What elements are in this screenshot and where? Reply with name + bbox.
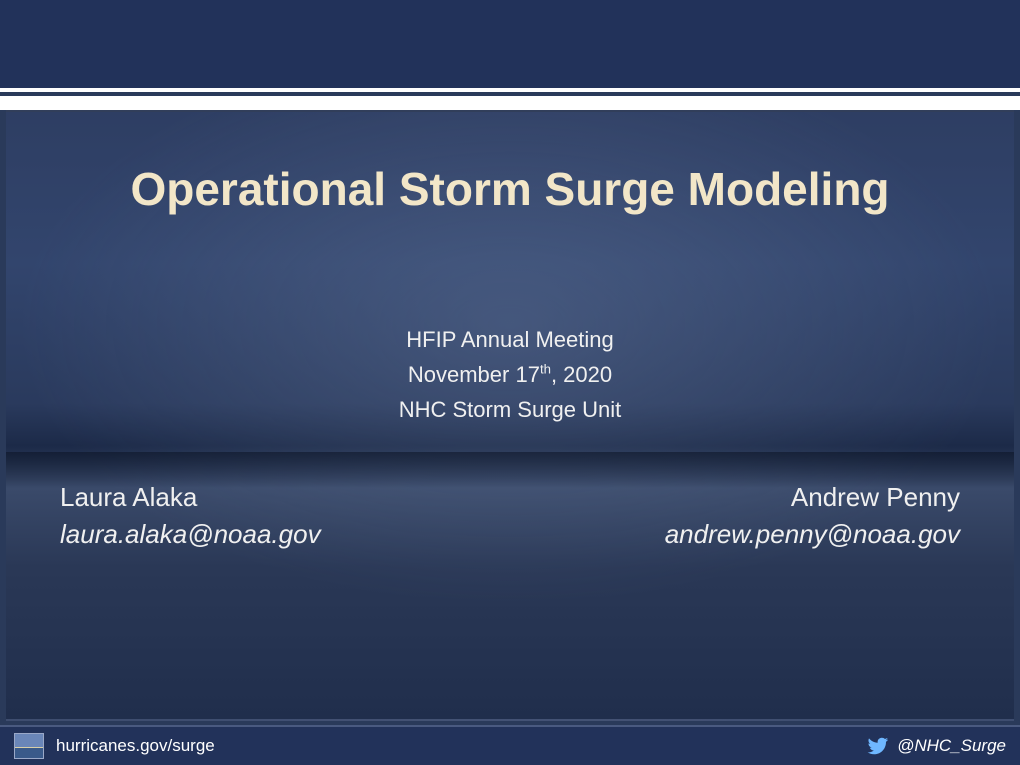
meeting-info: HFIP Annual Meeting November 17th, 2020 … — [6, 322, 1014, 428]
footer-left: hurricanes.gov/surge — [14, 733, 215, 759]
main-content-area: Operational Storm Surge Modeling HFIP An… — [6, 110, 1014, 721]
author-right-name: Andrew Penny — [665, 482, 960, 513]
meeting-line-3: NHC Storm Surge Unit — [6, 392, 1014, 427]
authors-block: Laura Alaka laura.alaka@noaa.gov Andrew … — [60, 482, 960, 550]
author-left-name: Laura Alaka — [60, 482, 321, 513]
author-left-email: laura.alaka@noaa.gov — [60, 519, 321, 550]
author-right-email: andrew.penny@noaa.gov — [665, 519, 960, 550]
meeting-date-prefix: November 17 — [408, 362, 540, 387]
meeting-date-suffix: , 2020 — [551, 362, 612, 387]
footer-right: @NHC_Surge — [867, 735, 1006, 757]
footer-url: hurricanes.gov/surge — [56, 736, 215, 756]
header-bar — [0, 0, 1020, 92]
header-divider — [0, 96, 1020, 110]
author-right: Andrew Penny andrew.penny@noaa.gov — [665, 482, 960, 550]
footer-twitter-handle: @NHC_Surge — [897, 736, 1006, 756]
footer-bar: hurricanes.gov/surge @NHC_Surge — [0, 725, 1020, 765]
slide: Operational Storm Surge Modeling HFIP An… — [0, 0, 1020, 765]
meeting-date: November 17th, 2020 — [6, 357, 1014, 392]
meeting-line-1: HFIP Annual Meeting — [6, 322, 1014, 357]
twitter-icon — [867, 735, 889, 757]
agency-logo-icon — [14, 733, 44, 759]
meeting-date-ordinal: th — [540, 362, 551, 377]
slide-title: Operational Storm Surge Modeling — [6, 162, 1014, 216]
author-left: Laura Alaka laura.alaka@noaa.gov — [60, 482, 321, 550]
